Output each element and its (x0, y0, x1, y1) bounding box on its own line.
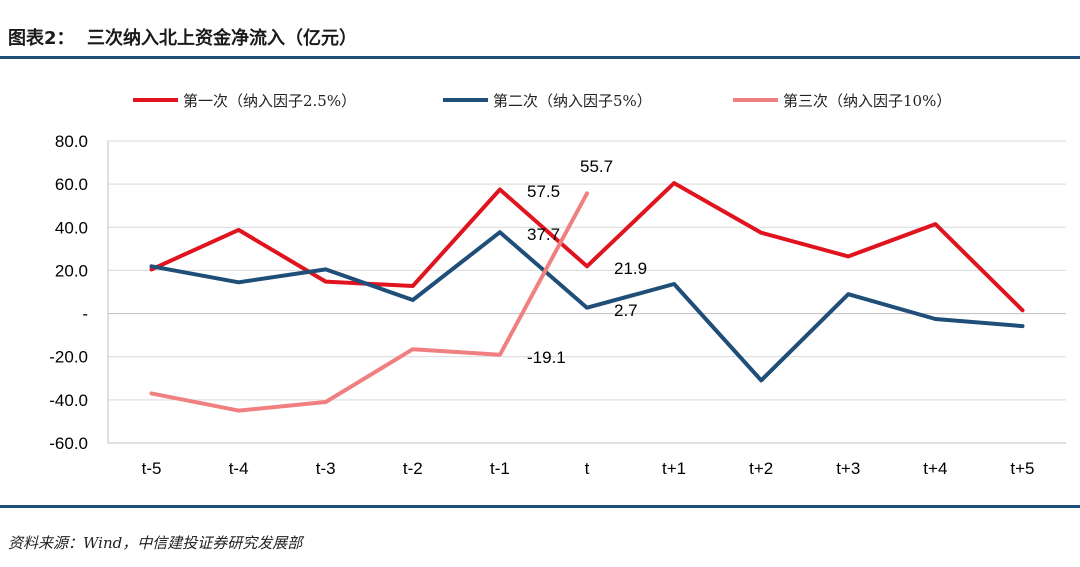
series-lines (149, 181, 1025, 413)
figure-title: 图表2： 三次纳入北上资金净流入（亿元） (8, 28, 358, 49)
data-label: -19.1 (527, 348, 566, 367)
y-tick-label: -20.0 (49, 348, 88, 367)
y-tick-label: 20.0 (55, 261, 88, 280)
series-line-2 (149, 230, 1025, 383)
legend: 第一次（纳入因子2.5%） 第二次（纳入因子5%） 第三次（纳入因子10%） (133, 92, 951, 110)
data-label: 37.7 (527, 225, 560, 244)
x-tick-label: t+4 (923, 459, 947, 478)
x-tick-label: t+5 (1010, 459, 1034, 478)
y-tick-label: 80.0 (55, 132, 88, 151)
legend-label-3: 第三次（纳入因子10%） (783, 92, 951, 110)
top-rule (0, 56, 1080, 59)
x-tick-label: t-3 (316, 459, 336, 478)
x-tick-label: t-2 (403, 459, 423, 478)
data-label: 21.9 (614, 259, 647, 278)
x-tick-label: t+2 (749, 459, 773, 478)
line-chart: 80.060.040.020.0--20.0-40.0-60.0t-5 t-4 t-… (49, 92, 1066, 478)
source-note: 资料来源：Wind，中信建投证券研究发展部 (8, 534, 303, 552)
y-tick-label: -60.0 (49, 434, 88, 453)
y-tick-label: - (82, 305, 88, 324)
x-tick-label: t+3 (836, 459, 860, 478)
bottom-rule (0, 505, 1080, 508)
x-tick-label: t (585, 459, 590, 478)
data-label: 57.5 (527, 182, 560, 201)
gridlines (108, 140, 1066, 444)
data-label: 55.7 (580, 157, 613, 176)
y-tick-label: -40.0 (49, 391, 88, 410)
x-tick-label: t-1 (490, 459, 510, 478)
y-tick-label: 60.0 (55, 175, 88, 194)
series-line-1 (149, 181, 1025, 313)
y-tick-label: 40.0 (55, 218, 88, 237)
axes: 80.060.040.020.0--20.0-40.0-60.0t-5 t-4 t-… (49, 132, 1066, 478)
x-tick-label: t-4 (229, 459, 249, 478)
legend-label-1: 第一次（纳入因子2.5%） (183, 92, 356, 110)
series-line-3 (149, 191, 589, 413)
data-labels: 57.5 37.7 21.9 2.7 55.7 -19.1 (527, 157, 647, 367)
x-tick-label: t-5 (142, 459, 162, 478)
data-label: 2.7 (614, 301, 638, 320)
legend-label-2: 第二次（纳入因子5%） (493, 92, 652, 110)
x-tick-label: t+1 (662, 459, 686, 478)
